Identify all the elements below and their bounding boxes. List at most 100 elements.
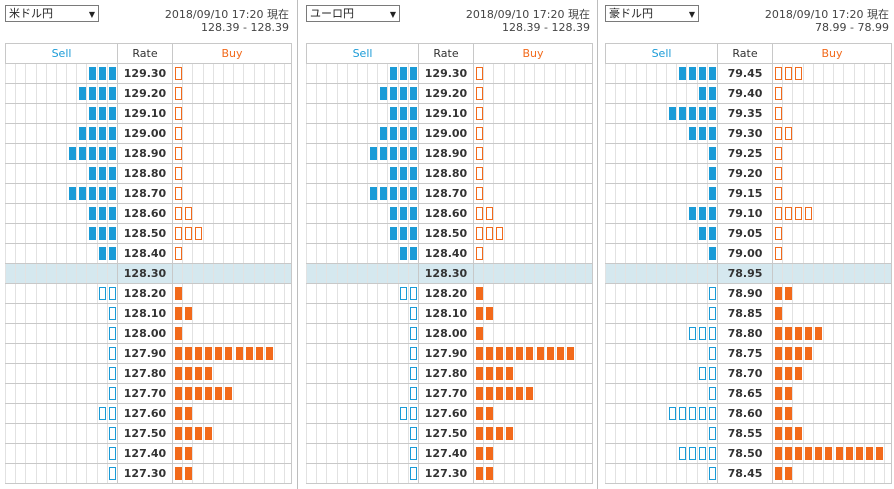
rate-cell: 129.30 <box>117 63 173 84</box>
buy-cell <box>473 63 593 84</box>
buy-order-marker <box>774 87 782 100</box>
table-row: 129.20 <box>305 83 593 104</box>
rate-cell: 129.10 <box>117 103 173 124</box>
buy-order-marker <box>485 347 493 360</box>
rate-cell: 129.20 <box>418 83 474 104</box>
sell-order-marker <box>410 67 418 80</box>
sell-cell <box>305 443 419 464</box>
buy-order-marker <box>475 307 483 320</box>
table-row: 127.60 <box>305 403 593 424</box>
rate-cell: 127.40 <box>418 443 474 464</box>
buy-order-marker <box>184 427 192 440</box>
sell-order-marker <box>389 107 397 120</box>
buy-cell <box>473 143 593 164</box>
buy-cell <box>473 423 593 444</box>
currency-pair-select[interactable]: 豪ドル円 ▼ <box>605 5 699 22</box>
sell-order-marker <box>99 207 107 220</box>
buy-order-marker <box>475 287 483 300</box>
sell-order-marker <box>410 447 418 460</box>
table-row: 127.50 <box>4 423 292 444</box>
buy-order-marker <box>485 407 493 420</box>
sell-cell <box>305 83 419 104</box>
sell-order-marker <box>709 287 717 300</box>
table-row: 128.00 <box>305 323 593 344</box>
table-row: 128.60 <box>305 203 593 224</box>
buy-order-marker <box>784 287 792 300</box>
buy-cell <box>172 383 292 404</box>
sell-order-marker <box>410 367 418 380</box>
currency-pair-select[interactable]: 米ドル円 ▼ <box>5 5 99 22</box>
sell-cell <box>305 223 419 244</box>
rate-cell: 128.80 <box>117 163 173 184</box>
sell-cell <box>4 123 118 144</box>
table-row: 128.70 <box>4 183 292 204</box>
buy-order-marker <box>215 347 223 360</box>
buy-order-marker <box>774 327 782 340</box>
sell-order-marker <box>699 227 707 240</box>
sell-cell <box>305 123 419 144</box>
sell-cell <box>604 323 718 344</box>
buy-cell <box>172 143 292 164</box>
buy-order-marker <box>485 367 493 380</box>
rate-cell: 128.30 <box>117 263 173 284</box>
sell-order-marker <box>678 67 686 80</box>
sell-order-marker <box>109 307 117 320</box>
buy-order-marker <box>174 467 182 480</box>
buy-order-marker <box>174 87 182 100</box>
sell-order-marker <box>709 207 717 220</box>
table-row: 128.10 <box>305 303 593 324</box>
sell-order-marker <box>709 447 717 460</box>
sell-order-marker <box>709 387 717 400</box>
sell-cell <box>305 303 419 324</box>
buy-order-marker <box>774 167 782 180</box>
sell-order-marker <box>109 407 117 420</box>
buy-order-marker <box>516 347 524 360</box>
sell-order-marker <box>389 167 397 180</box>
sell-cell <box>4 423 118 444</box>
buy-order-marker <box>174 247 182 260</box>
sell-order-marker <box>109 87 117 100</box>
buy-order-marker <box>805 327 813 340</box>
sell-cell <box>604 423 718 444</box>
buy-order-marker <box>475 107 483 120</box>
buy-order-marker <box>194 367 202 380</box>
buy-cell <box>772 403 892 424</box>
sell-order-marker <box>678 107 686 120</box>
sell-order-marker <box>410 107 418 120</box>
table-row: 79.05 <box>604 223 892 244</box>
table-row: 128.40 <box>305 243 593 264</box>
sell-order-marker <box>709 407 717 420</box>
sell-order-marker <box>400 67 408 80</box>
rate-cell: 79.15 <box>717 183 773 204</box>
buy-order-marker <box>774 367 782 380</box>
buy-cell <box>772 223 892 244</box>
rate-cell: 128.70 <box>117 183 173 204</box>
currency-pair-select[interactable]: ユーロ円 ▼ <box>306 5 400 22</box>
rate-cell: 127.70 <box>418 383 474 404</box>
rate-cell: 78.45 <box>717 463 773 484</box>
sell-order-marker <box>389 67 397 80</box>
buy-order-marker <box>174 327 182 340</box>
buy-order-marker <box>506 427 514 440</box>
sell-order-marker <box>78 187 86 200</box>
buy-order-marker <box>774 447 782 460</box>
table-row: 128.40 <box>4 243 292 264</box>
sell-cell <box>4 183 118 204</box>
buy-order-marker <box>475 447 483 460</box>
table-row: 78.55 <box>604 423 892 444</box>
sell-order-marker <box>400 187 408 200</box>
sell-order-marker <box>99 407 107 420</box>
buy-order-marker <box>475 87 483 100</box>
buy-order-marker <box>205 427 213 440</box>
buy-order-marker <box>475 127 483 140</box>
currency-pair-label: 豪ドル円 <box>609 7 653 20</box>
buy-order-marker <box>174 407 182 420</box>
sell-cell <box>4 263 118 284</box>
table-row: 78.65 <box>604 383 892 404</box>
buy-header: Buy <box>172 43 292 64</box>
buy-order-marker <box>774 467 782 480</box>
sell-order-marker <box>709 347 717 360</box>
buy-cell <box>772 343 892 364</box>
buy-cell <box>473 403 593 424</box>
buy-order-marker <box>184 307 192 320</box>
